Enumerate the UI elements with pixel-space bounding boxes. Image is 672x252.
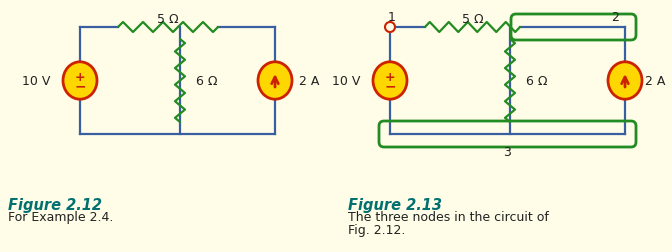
Text: Figure 2.12: Figure 2.12 [8, 197, 102, 212]
Text: The three nodes in the circuit of: The three nodes in the circuit of [348, 210, 549, 223]
Text: +: + [75, 71, 85, 84]
Text: For Example 2.4.: For Example 2.4. [8, 210, 114, 223]
Text: Figure 2.13: Figure 2.13 [348, 197, 442, 212]
Text: −: − [384, 79, 396, 93]
Text: +: + [384, 71, 395, 84]
Text: 1: 1 [388, 11, 396, 23]
Ellipse shape [373, 62, 407, 100]
Text: 2 A: 2 A [645, 75, 665, 88]
Text: 10 V: 10 V [22, 75, 50, 88]
Text: 10 V: 10 V [331, 75, 360, 88]
Text: 5 Ω: 5 Ω [157, 12, 179, 25]
Text: 6 Ω: 6 Ω [526, 75, 548, 88]
Text: 5 Ω: 5 Ω [462, 12, 483, 25]
Ellipse shape [258, 62, 292, 100]
Text: −: − [74, 79, 86, 93]
Text: Fig. 2.12.: Fig. 2.12. [348, 223, 405, 236]
Ellipse shape [63, 62, 97, 100]
Text: 2 A: 2 A [299, 75, 319, 88]
Text: 6 Ω: 6 Ω [196, 75, 218, 88]
Ellipse shape [608, 62, 642, 100]
Text: 3: 3 [503, 146, 511, 159]
Text: 2: 2 [611, 11, 619, 23]
Circle shape [385, 23, 395, 33]
